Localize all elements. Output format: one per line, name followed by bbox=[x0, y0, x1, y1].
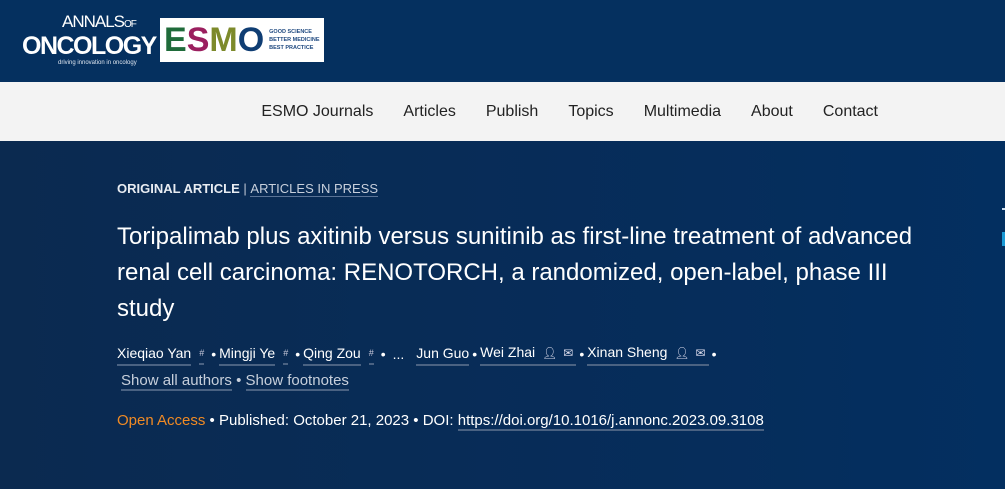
author-link[interactable]: Xieqiao Yan bbox=[117, 343, 192, 366]
footnote-mark[interactable]: # bbox=[368, 343, 374, 365]
logo-tagline: GOOD SCIENCE bbox=[269, 29, 312, 35]
author-list: Xieqiao Yan # • Mingji Ye # • Qing Zou # • ...… bbox=[117, 342, 817, 366]
side-tab[interactable] bbox=[1002, 232, 1005, 246]
logo-letter: O bbox=[237, 21, 265, 59]
published-date: Published: October 21, 2023 bbox=[218, 412, 410, 429]
main-nav: ESMO Journals Articles Publish Topics Mu… bbox=[0, 82, 1005, 141]
nav-multimedia[interactable]: Multimedia bbox=[643, 102, 722, 120]
author-links: Show all authors • Show footnotes bbox=[121, 372, 349, 391]
logo-text: ANNALS bbox=[62, 12, 125, 31]
person-icon: 👤︎ bbox=[542, 346, 558, 360]
article-meta: Open Access • Published: October 21, 202… bbox=[117, 412, 764, 431]
show-all-authors-button[interactable]: Show all authors bbox=[121, 372, 232, 391]
person-icon: 👤︎ bbox=[674, 346, 690, 360]
nav-about[interactable]: About bbox=[751, 102, 793, 120]
author-link[interactable]: Qing Zou bbox=[303, 343, 361, 366]
nav-topics[interactable]: Topics bbox=[568, 102, 614, 120]
footnote-mark[interactable]: # bbox=[283, 343, 289, 365]
nav-contact[interactable]: Contact bbox=[822, 102, 878, 120]
logo-text: OF bbox=[124, 19, 137, 30]
author-link[interactable]: Wei Zhai 👤︎ ✉︎ bbox=[480, 342, 577, 366]
side-tab[interactable] bbox=[1002, 208, 1005, 210]
article-kicker: ORIGINAL ARTICLE | ARTICLES IN PRESS bbox=[117, 181, 1005, 197]
separator: | bbox=[243, 181, 247, 196]
logo-letter: M bbox=[209, 21, 238, 59]
doi-link[interactable]: https://doi.org/10.1016/j.annonc.2023.09… bbox=[457, 412, 764, 431]
mail-icon: ✉︎ bbox=[563, 346, 574, 360]
logo-tagline: BEST PRACTICE bbox=[269, 45, 314, 51]
author-link[interactable]: Xinan Sheng 👤︎ ✉︎ bbox=[587, 342, 709, 366]
logo-tagline: driving innovation in oncology bbox=[58, 60, 137, 66]
doi-label: DOI: bbox=[422, 412, 454, 429]
articles-in-press-link[interactable]: ARTICLES IN PRESS bbox=[250, 181, 379, 197]
esmo-logo[interactable]: E S M O GOOD SCIENCE BETTER MEDICINE BEST … bbox=[160, 18, 324, 62]
logo-letter: E bbox=[164, 21, 187, 59]
ellipsis: ... bbox=[392, 346, 405, 362]
nav-publish[interactable]: Publish bbox=[485, 102, 539, 120]
annals-of-oncology-logo[interactable]: ANNALSOF ONCOLOGY driving innovation in … bbox=[22, 12, 157, 67]
site-header: ANNALSOF ONCOLOGY driving innovation in … bbox=[0, 0, 1005, 82]
show-footnotes-button[interactable]: Show footnotes bbox=[245, 372, 349, 391]
open-access-badge: Open Access bbox=[117, 412, 206, 429]
nav-articles[interactable]: Articles bbox=[403, 102, 456, 120]
footnote-mark[interactable]: # bbox=[199, 343, 205, 365]
article-header: ORIGINAL ARTICLE | ARTICLES IN PRESS Tor… bbox=[0, 141, 1005, 489]
article-type: ORIGINAL ARTICLE bbox=[117, 181, 240, 196]
nav-esmo-journals[interactable]: ESMO Journals bbox=[261, 102, 374, 120]
mail-icon: ✉︎ bbox=[695, 346, 706, 360]
article-title: Toripalimab plus axitinib versus sunitin… bbox=[117, 223, 913, 322]
logo-letter: S bbox=[186, 21, 210, 59]
logo-tagline: BETTER MEDICINE bbox=[269, 37, 320, 43]
logo-text: ONCOLOGY bbox=[22, 32, 157, 60]
author-link[interactable]: Jun Guo bbox=[416, 343, 470, 366]
author-link[interactable]: Mingji Ye bbox=[219, 343, 276, 366]
